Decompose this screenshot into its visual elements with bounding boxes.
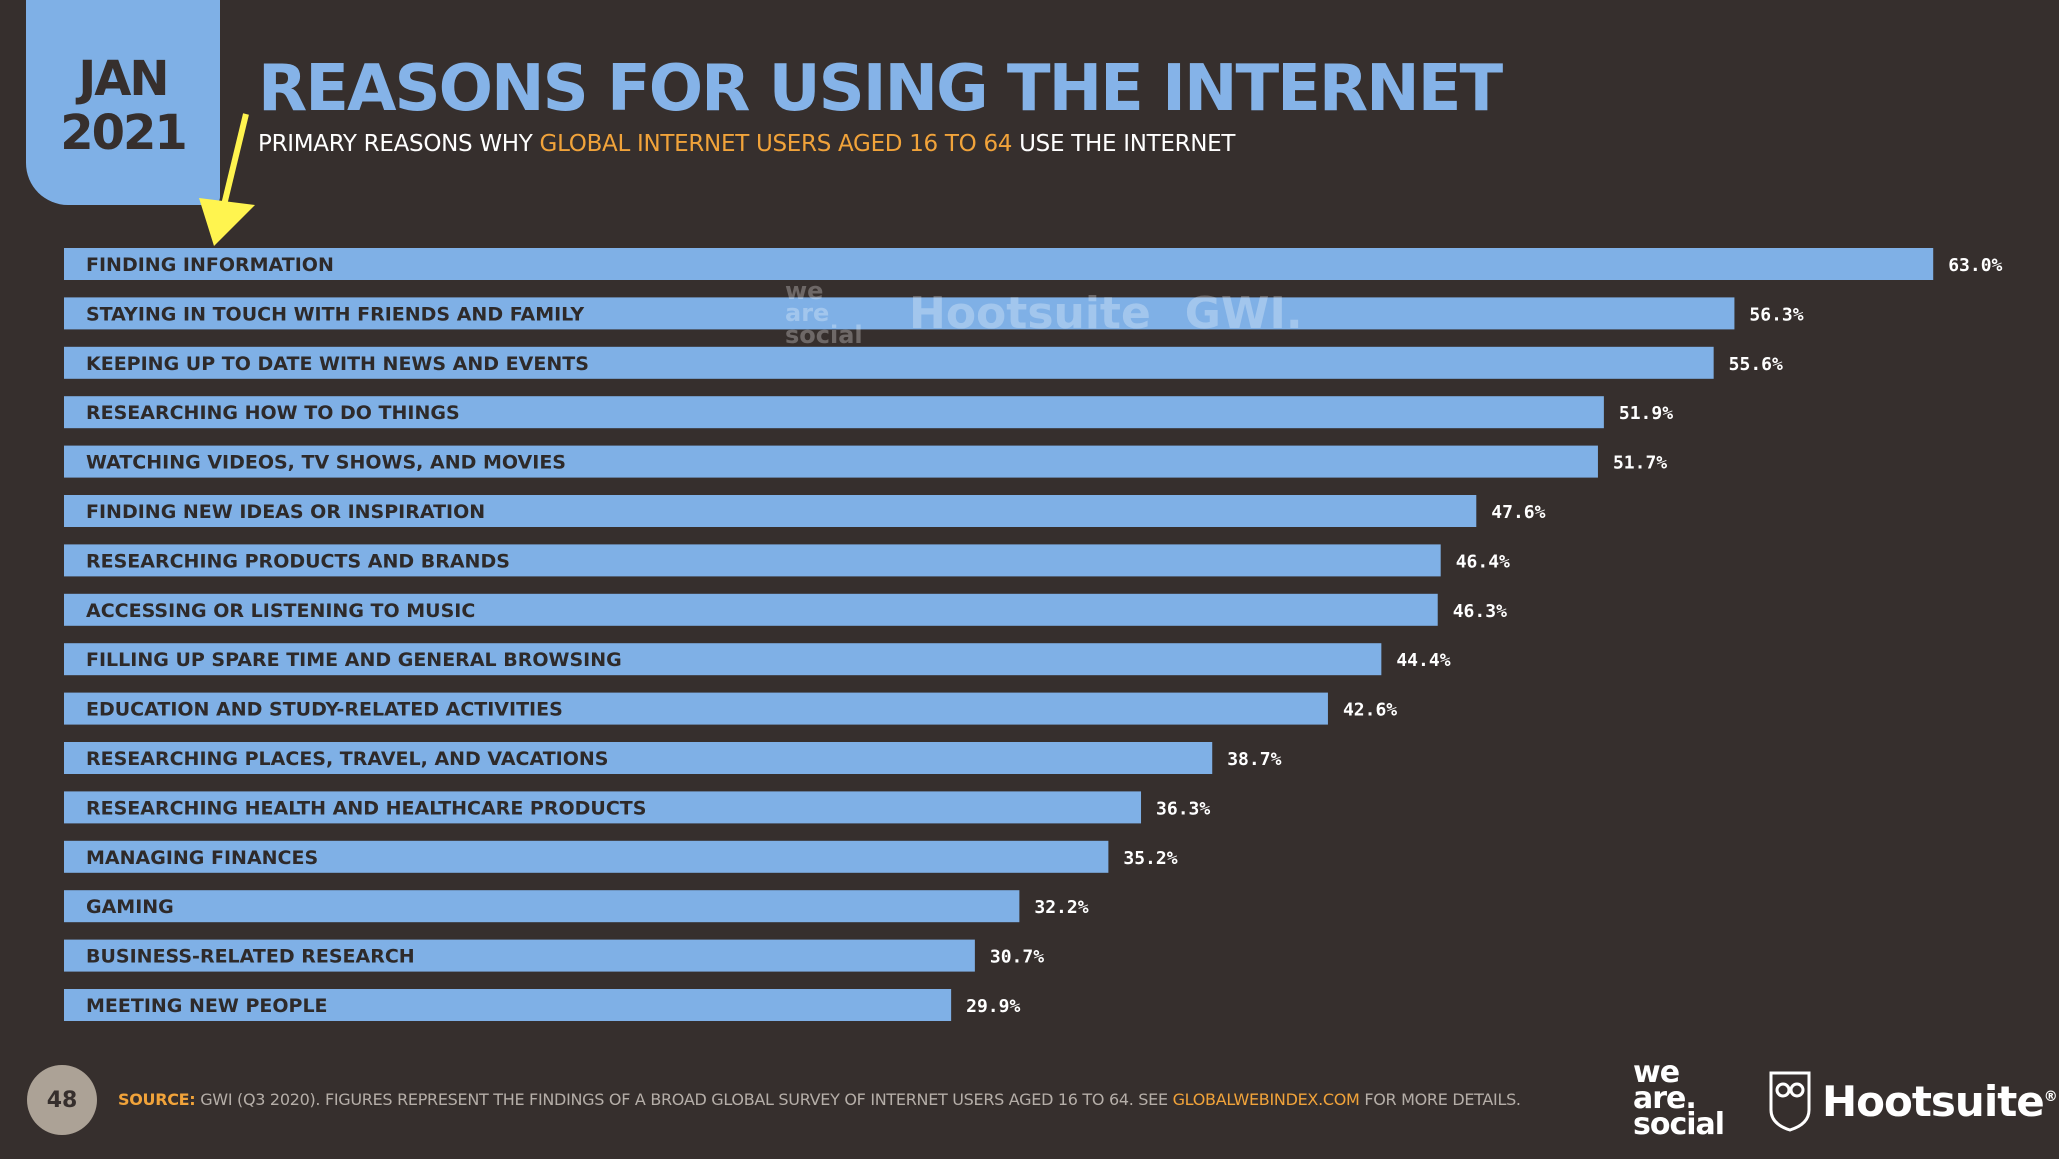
bar-category-label: EDUCATION AND STUDY-RELATED ACTIVITIES xyxy=(86,699,563,721)
bar-category-label: RESEARCHING PLACES, TRAVEL, AND VACATION… xyxy=(86,748,609,770)
source-text: GWI (Q3 2020). FIGURES REPRESENT THE FIN… xyxy=(195,1090,1173,1109)
bar-value-label: 30.7% xyxy=(990,947,1044,968)
bar xyxy=(64,742,1213,774)
source-label: SOURCE: xyxy=(118,1090,196,1109)
subtitle-post: USE THE INTERNET xyxy=(1012,131,1236,157)
bar-category-label: BUSINESS-RELATED RESEARCH xyxy=(86,946,415,968)
bar-value-label: 46.3% xyxy=(1453,601,1507,622)
bar xyxy=(64,544,1441,577)
bar-category-label: RESEARCHING PRODUCTS AND BRANDS xyxy=(86,550,510,572)
bar xyxy=(64,593,1438,626)
bar xyxy=(64,643,1382,676)
bar-value-label: 42.6% xyxy=(1343,700,1397,721)
bar xyxy=(64,297,1735,330)
bar-category-label: RESEARCHING HOW TO DO THINGS xyxy=(86,402,460,424)
bar xyxy=(64,495,1477,527)
bar-value-label: 46.4% xyxy=(1456,551,1510,572)
bar-category-label: GAMING xyxy=(86,896,174,918)
bar xyxy=(64,692,1328,725)
bar-category-label: ACCESSING OR LISTENING TO MUSIC xyxy=(86,600,475,622)
bar-value-label: 63.0% xyxy=(1948,255,2002,276)
bar-value-label: 55.6% xyxy=(1729,354,1783,375)
bar-category-label: RESEARCHING HEALTH AND HEALTHCARE PRODUC… xyxy=(86,797,646,819)
bar-value-label: 51.9% xyxy=(1619,403,1673,424)
bar-category-label: MEETING NEW PEOPLE xyxy=(86,995,328,1017)
bar-value-label: 36.3% xyxy=(1156,798,1210,819)
bar-value-label: 47.6% xyxy=(1491,502,1545,523)
date-year: 2021 xyxy=(60,104,188,161)
bar-value-label: 56.3% xyxy=(1749,304,1803,325)
page-subtitle: PRIMARY REASONS WHY GLOBAL INTERNET USER… xyxy=(258,131,1235,157)
bar xyxy=(64,791,1142,824)
bar xyxy=(64,989,952,1021)
bar-category-label: STAYING IN TOUCH WITH FRIENDS AND FAMILY xyxy=(86,303,584,325)
page-title: REASONS FOR USING THE INTERNET xyxy=(258,52,1503,126)
hootsuite-wordmark: Hootsuite® xyxy=(1822,1076,2058,1126)
date-badge: JAN 2021 xyxy=(26,0,220,205)
page-number: 48 xyxy=(27,1065,97,1135)
subtitle-highlight: GLOBAL INTERNET USERS AGED 16 TO 64 xyxy=(539,131,1013,157)
source-link[interactable]: GLOBALWEBINDEX.COM xyxy=(1172,1090,1360,1109)
bar-category-label: FINDING INFORMATION xyxy=(86,254,334,276)
source-note: SOURCE: GWI (Q3 2020). FIGURES REPRESENT… xyxy=(118,1090,1521,1109)
bar-category-label: WATCHING VIDEOS, TV SHOWS, AND MOVIES xyxy=(86,452,566,474)
source-end: FOR MORE DETAILS. xyxy=(1359,1090,1521,1109)
bar xyxy=(64,445,1598,478)
bar xyxy=(64,248,1934,280)
hootsuite-logo: Hootsuite® xyxy=(1768,1070,2058,1132)
bar xyxy=(64,840,1109,873)
bar-value-label: 32.2% xyxy=(1034,897,1088,918)
yellow-arrow-icon xyxy=(199,113,255,246)
bar-category-label: MANAGING FINANCES xyxy=(86,847,318,869)
bar-category-label: FILLING UP SPARE TIME AND GENERAL BROWSI… xyxy=(86,649,622,671)
owl-shield-icon xyxy=(1769,1071,1811,1132)
bar-value-label: 51.7% xyxy=(1613,453,1667,474)
bar-category-label: FINDING NEW IDEAS OR INSPIRATION xyxy=(86,501,485,523)
bar-value-label: 44.4% xyxy=(1396,650,1450,671)
bar xyxy=(64,890,1020,923)
date-month: JAN xyxy=(78,50,169,107)
we-are-social-logo: we are. social xyxy=(1633,1055,1725,1142)
bar-value-label: 29.9% xyxy=(966,996,1020,1017)
bar xyxy=(64,939,975,972)
subtitle-pre: PRIMARY REASONS WHY xyxy=(258,131,540,157)
bar-value-label: 35.2% xyxy=(1123,848,1177,869)
bar-category-label: KEEPING UP TO DATE WITH NEWS AND EVENTS xyxy=(86,353,589,375)
bar xyxy=(64,346,1714,379)
bar-value-label: 38.7% xyxy=(1227,749,1281,770)
bar xyxy=(64,396,1604,429)
